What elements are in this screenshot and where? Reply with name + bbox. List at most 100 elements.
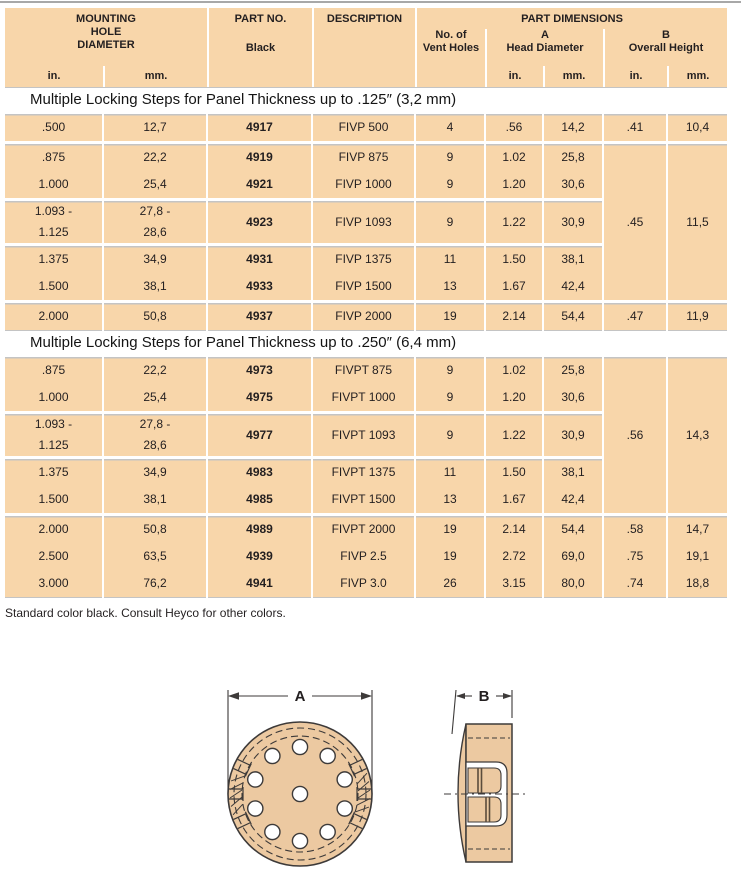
cell-a_in: 1.02 [502,150,526,164]
spec-row-group: 1.375 1.500 34,9 38,1 4983 4985 FIVPT 1375 FIVP… [5,456,727,515]
header-a-label: A [541,29,549,41]
col-a_mm: 38,1 42,4 [542,456,603,515]
col-b_mm: 14,7 19,1 18,8 [666,513,727,598]
cell-desc: FIVP 3.0 [340,576,387,590]
col-part: 4919 4921 [206,141,312,200]
header-vent-holes-line: Vent Holes [422,42,480,54]
cell-lines: .41 [604,114,666,141]
col-desc: FIVP 875 FIVP 1000 [311,141,415,200]
cell-lines: 14,7 19,1 18,8 [668,516,727,597]
locking-finger-upper [467,767,502,794]
col-part: 4917 [206,111,312,143]
cell-lines: 12,7 [104,114,206,141]
cell-lines: 30,9 [544,209,602,236]
cell-a_mm: 14,2 [561,120,585,134]
cell-lines: 14,2 [544,114,602,141]
cell-desc: FIVP 500 [338,120,389,134]
cell-desc: FIVP 1000 [335,177,392,191]
cell-b-in: .47 [626,309,644,323]
cell-a_mm: 25,8 [561,363,585,377]
col-desc: FIVP 500 [311,111,415,143]
locking-step-notch [356,787,371,801]
col-in: .500 [5,111,103,143]
cell-lines: .56 [604,422,666,449]
spec-table: .500 12,7 4917 FIVP 500 4 .56 14,2 .41 10,4 .875 1… [5,111,727,331]
cell-lines: 4989 4939 4941 [208,516,311,597]
header-part-no: PART NO. Black [207,8,312,87]
cell-lines: 4919 4921 [208,144,311,198]
cell-lines: 54,4 69,0 80,0 [544,516,602,597]
rim-hatch-line [229,789,243,799]
col-vents: 19 [414,300,485,331]
technical-drawing: A B [0,646,741,882]
cell-a_in: 1.50 [502,465,526,479]
header-part-dimensions: PART DIMENSIONS No. of Vent Holes A Head… [415,8,727,87]
cell-vents: 11 [443,465,457,479]
col-mm: 22,2 25,4 [102,354,207,413]
col-b-in: .47 [602,300,667,331]
table-header: MOUNTING HOLE DIAMETER in. mm. PART NO. … [5,8,727,88]
cell-a_mm: 30,9 [561,427,585,442]
col-a_in: 1.02 1.20 [484,141,543,200]
cell-desc: FIVPT 875 [334,363,393,377]
dim-b-label: B [479,688,490,705]
col-part: 4989 4939 4941 [206,513,312,598]
col-in: .875 1.000 [5,141,103,200]
spec-row-group: 2.000 2.500 3.000 50,8 63,5 76,2 4989 4939 4941 F… [5,513,727,598]
col-a_in: 1.50 1.67 [484,456,543,515]
unit-mm-label: mm. [103,66,207,87]
dim-a-left-arrow [228,692,239,700]
cell-in: .500 [41,120,66,134]
col-desc: FIVPT 1375 FIVPT 1500 [311,456,415,515]
col-a_mm: 30,9 [542,411,603,458]
cell-a_mm: 80,0 [561,576,585,590]
cell-in: 1.375 [38,465,69,479]
cell-desc: FIVPT 1375 [331,465,396,479]
locking-step-dashed-circle [233,727,367,861]
header-mounting-hole-diameter: MOUNTING HOLE DIAMETER in. mm. [5,8,207,87]
cell-lines: 11 13 [416,459,484,513]
cell-b-mm: 10,4 [685,120,710,134]
cell-lines: 4937 [208,303,311,330]
col-desc: FIVPT 1093 [311,411,415,458]
header-mounting-line: MOUNTING [76,13,136,25]
cell-lines: .58 .75 .74 [604,516,666,597]
col-a_mm: 38,1 42,4 [542,243,603,302]
col-part: 4983 4985 [206,456,312,515]
cell-vents: 11 [443,252,457,266]
drawing-svg: A B [227,688,527,867]
vent-hole [264,747,281,765]
col-a_in: 2.14 [484,300,543,331]
col-part: 4923 [206,198,312,245]
cell-in: 1.500 [38,279,69,293]
unit-in-label: in. [629,70,643,82]
cell-part: 4989 [246,522,273,536]
cell-in: 2.000 [38,309,69,323]
cell-lines: .56 [486,114,542,141]
spec-row-group: 1.375 1.500 34,9 38,1 4931 4933 FIVP 1375 FIVP … [5,243,727,302]
cell-a_in: 1.20 [502,390,526,404]
cell-b_mm: 14,7 [685,522,710,536]
cell-mm: 25,4 [143,177,167,191]
cell-a_mm: 42,4 [561,492,585,506]
header-a-sublabel: Head Diameter [506,42,584,54]
cell-lines: FIVPT 1375 FIVPT 1500 [313,459,414,513]
cell-part: 4923 [246,214,273,229]
cell-lines: FIVPT 1093 [313,422,414,449]
cell-lines: .875 1.000 [5,357,102,411]
cell-in: .875 [41,150,66,164]
cell-desc: FIVP 875 [338,150,389,164]
cell-lines: 1.22 [486,422,542,449]
cell-lines: 50,8 63,5 76,2 [104,516,206,597]
cell-b_mm: 18,8 [685,576,710,590]
col-b-in-merged: .45 [602,141,667,302]
header-part-dimensions-label: PART DIMENSIONS [521,13,623,25]
cell-vents: 9 [446,363,454,377]
cell-lines: 11 13 [416,246,484,300]
locking-step-notch [233,811,252,830]
rim-hatch-line [229,782,244,790]
header-part-color-label: Black [245,42,276,54]
rim-hatch-line [357,789,371,799]
